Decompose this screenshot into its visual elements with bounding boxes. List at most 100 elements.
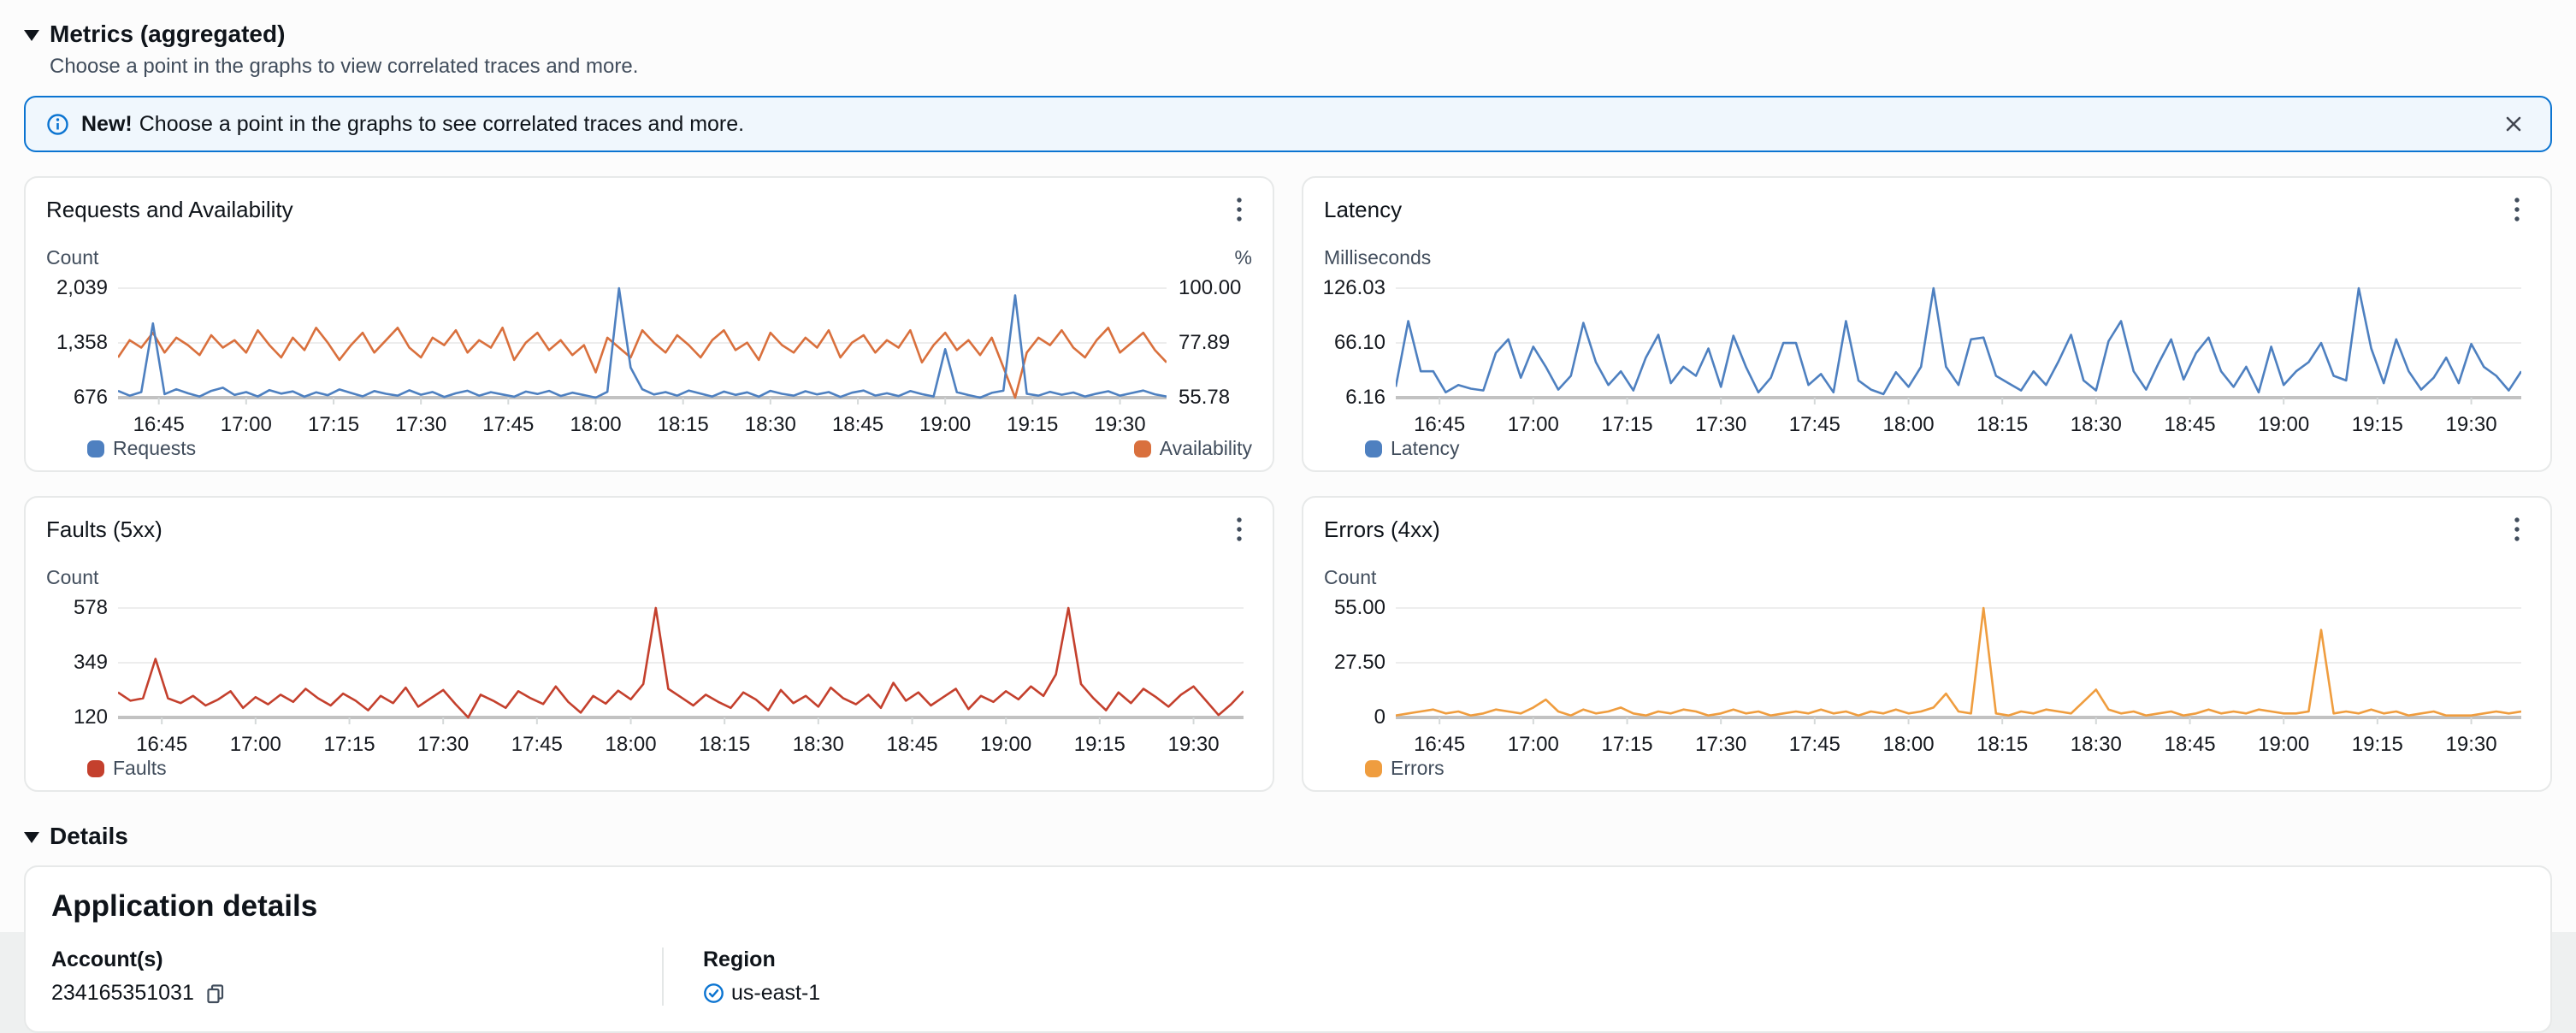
legend-label: Faults [113, 757, 167, 780]
chart-plot-area[interactable]: 2,0391,358676100.0077.8955.7816:4517:001… [46, 278, 1252, 435]
y-axis-label: Milliseconds [1324, 246, 1431, 269]
x-tick-label: 17:00 [1508, 733, 1559, 757]
legend-item-faults[interactable]: Faults [87, 757, 167, 780]
metrics-section-subtitle: Choose a point in the graphs to view cor… [50, 55, 2552, 79]
chart-canvas[interactable] [118, 598, 1244, 726]
chart-canvas[interactable] [1396, 278, 2521, 406]
chart-menu-button[interactable] [2504, 510, 2530, 549]
chart-menu-button[interactable] [1226, 190, 1252, 229]
chart-menu-button[interactable] [1226, 510, 1252, 549]
banner-bold-text: New! [81, 112, 133, 136]
metrics-section-toggle[interactable]: Metrics (aggregated) [24, 21, 2552, 48]
chart-plot-area[interactable]: 57834912016:4517:0017:1517:3017:4518:001… [46, 598, 1252, 755]
x-tick-label: 17:45 [511, 733, 563, 757]
vertical-ellipsis-icon [2513, 195, 2521, 224]
series-line-errors [1396, 608, 2521, 716]
x-tick-label: 18:30 [2071, 413, 2122, 437]
legend-item-availability[interactable]: Availability [1134, 437, 1252, 460]
x-tick-label: 16:45 [1414, 733, 1465, 757]
x-tick-label: 17:15 [324, 733, 375, 757]
y-axis-label: Count [46, 246, 98, 269]
faults-legend-marker-icon [87, 760, 104, 777]
banner-close-button[interactable] [2497, 108, 2530, 140]
region-value: us-east-1 [731, 981, 820, 1006]
x-tick-label: 19:15 [1074, 733, 1126, 757]
x-tick-label: 19:30 [1168, 733, 1220, 757]
x-axis-ticks: 16:4517:0017:1517:3017:4518:0018:1518:30… [1396, 726, 2521, 755]
copy-account-id-button[interactable] [201, 983, 227, 1005]
region-column: Region us-east-1 [664, 947, 820, 1006]
chart-canvas[interactable] [1396, 598, 2521, 726]
y-tick-label: 66.10 [1334, 331, 1385, 355]
y2-axis-ticks: 100.0077.8955.78 [1167, 278, 1252, 406]
y-tick-label: 1,358 [56, 331, 108, 355]
x-tick-label: 17:00 [1508, 413, 1559, 437]
chart-plot-area[interactable]: 126.0366.106.1616:4517:0017:1517:3017:45… [1324, 278, 2530, 435]
chart-card-requests-availability: Requests and Availability Count % 2,0391… [24, 176, 1274, 472]
x-tick-label: 19:00 [980, 733, 1031, 757]
y2-tick-label: 100.00 [1179, 276, 1241, 300]
y-tick-label: 676 [74, 386, 108, 410]
x-tick-label: 19:00 [2258, 413, 2309, 437]
chart-menu-button[interactable] [2504, 190, 2530, 229]
y-axis-label: Count [1324, 566, 1376, 589]
x-tick-label: 18:30 [745, 413, 796, 437]
x-tick-label: 18:00 [1883, 413, 1935, 437]
legend-item-latency[interactable]: Latency [1365, 437, 1460, 460]
charts-grid: Requests and Availability Count % 2,0391… [24, 176, 2552, 792]
x-tick-label: 19:30 [2446, 733, 2497, 757]
accounts-label: Account(s) [51, 947, 662, 972]
y-axis-ticks: 126.0366.106.16 [1324, 278, 1396, 406]
x-axis-ticks: 16:4517:0017:1517:3017:4518:0018:1518:30… [118, 726, 1244, 755]
x-tick-label: 17:45 [1789, 413, 1840, 437]
banner-message: Choose a point in the graphs to see corr… [139, 112, 744, 136]
chart-title: Latency [1324, 190, 1402, 223]
vertical-ellipsis-icon [2513, 515, 2521, 544]
x-tick-label: 19:15 [2352, 413, 2403, 437]
y2-tick-label: 55.78 [1179, 386, 1230, 410]
x-tick-label: 17:45 [482, 413, 534, 437]
x-tick-label: 18:45 [832, 413, 883, 437]
x-tick-label: 17:15 [1602, 733, 1653, 757]
x-tick-label: 17:15 [308, 413, 359, 437]
legend-label: Availability [1160, 437, 1252, 460]
vertical-ellipsis-icon [1235, 195, 1244, 224]
x-tick-label: 17:15 [1602, 413, 1653, 437]
latency-legend-marker-icon [1365, 440, 1382, 457]
chart-plot-area[interactable]: 55.0027.50016:4517:0017:1517:3017:4518:0… [1324, 598, 2530, 755]
y-axis-label: Count [46, 566, 98, 589]
x-tick-label: 18:00 [1883, 733, 1935, 757]
x-tick-label: 19:00 [2258, 733, 2309, 757]
legend-label: Latency [1391, 437, 1460, 460]
y-tick-label: 2,039 [56, 276, 108, 300]
vertical-ellipsis-icon [1235, 515, 1244, 544]
check-circle-icon [703, 983, 724, 1004]
x-tick-label: 19:30 [1095, 413, 1146, 437]
metrics-page: Metrics (aggregated) Choose a point in t… [0, 0, 2576, 932]
x-tick-label: 17:45 [1789, 733, 1840, 757]
close-icon [2502, 113, 2525, 135]
chart-card-errors: Errors (4xx) Count 55.0027.50016:4517:00… [1302, 496, 2552, 792]
x-tick-label: 18:15 [658, 413, 709, 437]
details-section-title: Details [50, 823, 128, 850]
chart-canvas[interactable] [118, 278, 1167, 406]
x-axis-ticks: 16:4517:0017:1517:3017:4518:0018:1518:30… [1396, 406, 2521, 435]
y2-axis-ticks [1244, 598, 1252, 726]
x-tick-label: 17:30 [395, 413, 446, 437]
errors-legend-marker-icon [1365, 760, 1382, 777]
y-tick-label: 349 [74, 651, 108, 675]
x-tick-label: 17:30 [1695, 413, 1746, 437]
series-line-latency [1396, 288, 2521, 394]
x-tick-label: 17:30 [417, 733, 469, 757]
chart-title: Errors (4xx) [1324, 510, 1440, 543]
legend-item-errors[interactable]: Errors [1365, 757, 1445, 780]
x-tick-label: 18:30 [2071, 733, 2122, 757]
details-section-toggle[interactable]: Details [24, 823, 2552, 850]
y-tick-label: 55.00 [1334, 596, 1385, 620]
y2-tick-label: 77.89 [1179, 331, 1230, 355]
x-tick-label: 19:00 [919, 413, 971, 437]
chart-card-faults: Faults (5xx) Count 57834912016:4517:0017… [24, 496, 1274, 792]
legend-item-requests[interactable]: Requests [87, 437, 196, 460]
legend-label: Errors [1391, 757, 1445, 780]
chart-card-latency: Latency Milliseconds 126.0366.106.1616:4… [1302, 176, 2552, 472]
